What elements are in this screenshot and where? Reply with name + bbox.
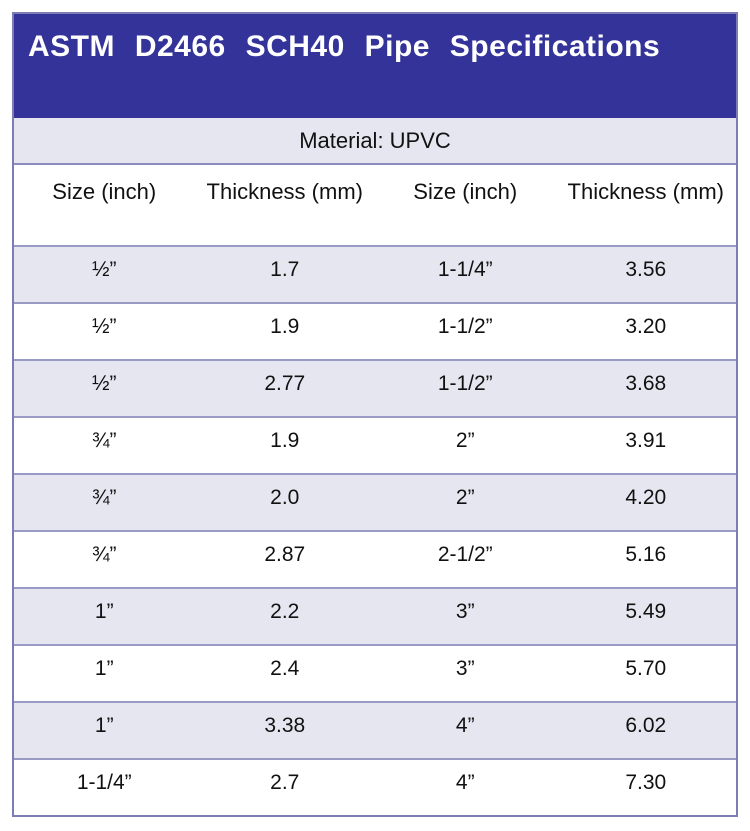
- table-row: ½” 1.9 1-1/2” 3.20: [14, 302, 736, 359]
- cell: 1”: [94, 600, 114, 623]
- pipe-spec-table: ASTM D2466 SCH40 Pipe Specifications Mat…: [12, 12, 738, 817]
- cell: 2”: [455, 429, 475, 452]
- cell: 1-1/4”: [437, 258, 493, 281]
- page-title: ASTM D2466 SCH40 Pipe Specifications: [28, 30, 661, 63]
- cell: ½”: [91, 372, 117, 395]
- column-header-row: Size (inch) Thickness (mm) Size (inch) T…: [14, 163, 736, 245]
- cell: 1”: [94, 657, 114, 680]
- table-row: 1” 2.2 3” 5.49: [14, 587, 736, 644]
- table-row: ¾” 2.87 2-1/2” 5.16: [14, 530, 736, 587]
- table-row: 1” 3.38 4” 6.02: [14, 701, 736, 758]
- cell: 1-1/2”: [437, 315, 493, 338]
- column-header-thickness-1: Thickness (mm): [206, 179, 363, 204]
- table-row: ¾” 2.0 2” 4.20: [14, 473, 736, 530]
- cell: 4”: [455, 771, 475, 794]
- cell: 2”: [455, 486, 475, 509]
- cell: ½”: [91, 258, 117, 281]
- cell: 4”: [455, 714, 475, 737]
- cell: 4.20: [625, 486, 667, 509]
- cell: 1.7: [270, 258, 300, 281]
- table-row: ½” 2.77 1-1/2” 3.68: [14, 359, 736, 416]
- table-body: ½” 1.7 1-1/4” 3.56 ½” 1.9 1-1/2” 3.20 ½” 2.77 1-1/…: [14, 245, 736, 815]
- cell: 1.9: [270, 429, 300, 452]
- cell: 2.0: [270, 486, 300, 509]
- cell: 1-1/2”: [437, 372, 493, 395]
- table-row: ½” 1.7 1-1/4” 3.56: [14, 245, 736, 302]
- cell: 2.2: [270, 600, 300, 623]
- cell: ¾”: [91, 486, 117, 509]
- cell: 2.7: [270, 771, 300, 794]
- cell: 7.30: [625, 771, 667, 794]
- cell: 6.02: [625, 714, 667, 737]
- cell: 3.91: [625, 429, 667, 452]
- cell: ¾”: [91, 543, 117, 566]
- table-row: ¾” 1.9 2” 3.91: [14, 416, 736, 473]
- column-header-size-1: Size (inch): [52, 179, 157, 204]
- column-header-size-2: Size (inch): [413, 179, 518, 204]
- material-band: Material: UPVC: [14, 118, 736, 163]
- cell: 1”: [94, 714, 114, 737]
- cell: ¾”: [91, 429, 117, 452]
- cell: 3.20: [625, 315, 667, 338]
- cell: 5.16: [625, 543, 667, 566]
- cell: 3.38: [264, 714, 306, 737]
- cell: 3”: [455, 600, 475, 623]
- cell: 1.9: [270, 315, 300, 338]
- cell: 5.49: [625, 600, 667, 623]
- cell: 3”: [455, 657, 475, 680]
- cell: 3.56: [625, 258, 667, 281]
- table-row: 1” 2.4 3” 5.70: [14, 644, 736, 701]
- cell: 5.70: [625, 657, 667, 680]
- cell: 1-1/4”: [76, 771, 132, 794]
- cell: 2.4: [270, 657, 300, 680]
- cell: 3.68: [625, 372, 667, 395]
- cell: 2-1/2”: [437, 543, 493, 566]
- column-header-thickness-2: Thickness (mm): [567, 179, 724, 204]
- cell: 2.77: [264, 372, 306, 395]
- cell: 2.87: [264, 543, 306, 566]
- table-row: 1-1/4” 2.7 4” 7.30: [14, 758, 736, 815]
- title-banner: ASTM D2466 SCH40 Pipe Specifications: [14, 14, 736, 118]
- cell: ½”: [91, 315, 117, 338]
